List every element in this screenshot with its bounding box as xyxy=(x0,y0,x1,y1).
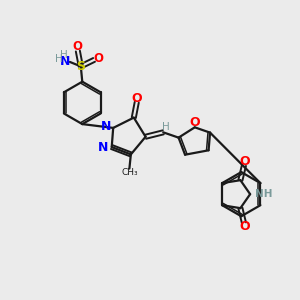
Text: NH: NH xyxy=(255,189,273,199)
Text: N: N xyxy=(60,56,71,68)
Text: H: H xyxy=(55,54,63,64)
Text: CH₃: CH₃ xyxy=(121,169,138,178)
Text: O: O xyxy=(239,220,250,233)
Text: N: N xyxy=(100,120,111,133)
Text: O: O xyxy=(132,92,142,105)
Text: H: H xyxy=(60,50,68,61)
Text: H: H xyxy=(162,122,170,132)
Text: N: N xyxy=(98,141,108,154)
Text: O: O xyxy=(239,155,250,168)
Text: O: O xyxy=(73,40,82,53)
Text: O: O xyxy=(189,116,200,129)
Text: O: O xyxy=(93,52,103,65)
Text: S: S xyxy=(76,60,85,73)
